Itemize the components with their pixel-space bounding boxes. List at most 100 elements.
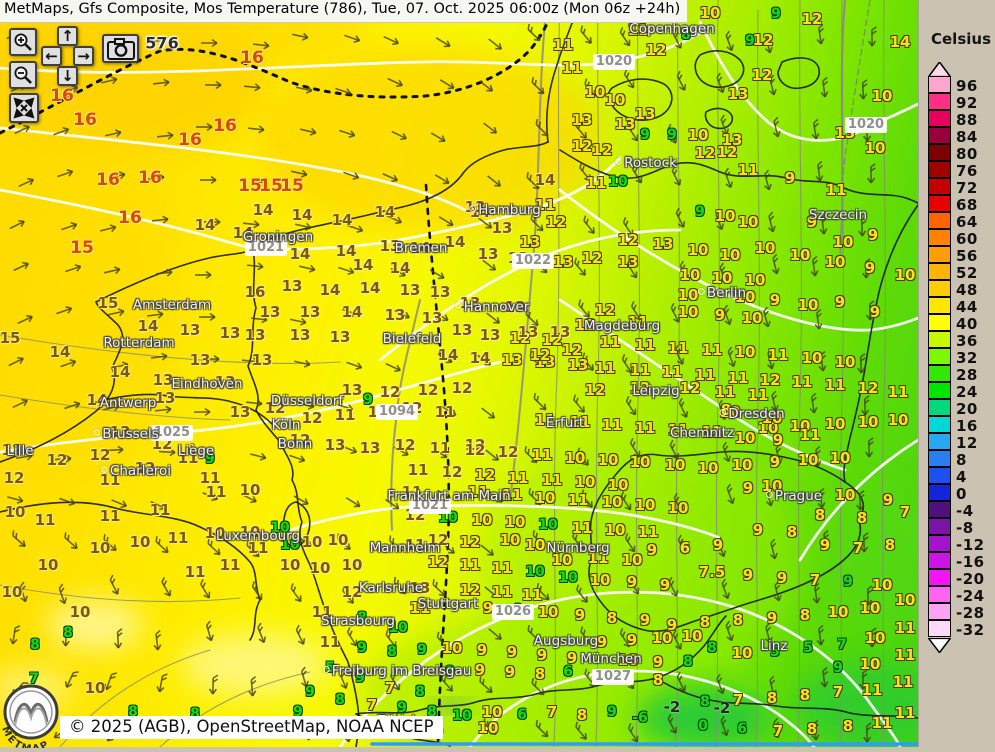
temp-label: 14 xyxy=(233,224,254,242)
temp-label: 13 xyxy=(385,306,406,324)
temp-label: 12 xyxy=(290,431,311,449)
temp-label: 11 xyxy=(695,366,716,384)
temp-label: 13 xyxy=(220,324,241,342)
city-label: Charleroi xyxy=(101,463,171,479)
temp-label: 8 xyxy=(843,717,853,735)
control-snapshot-button[interactable] xyxy=(102,34,139,63)
temp-label: 8 xyxy=(857,509,867,527)
temp-label: 11 xyxy=(638,523,659,541)
temp-label: 8 xyxy=(767,689,777,707)
temp-label: 11 xyxy=(893,673,914,691)
wind-arrow xyxy=(383,497,400,512)
temp-label: 15 xyxy=(98,294,119,312)
temp-label: 12 xyxy=(546,213,567,231)
wind-arrow xyxy=(17,177,34,190)
wind-arrow xyxy=(810,119,821,139)
temp-label: 7 xyxy=(547,703,557,721)
city-label: Hannover xyxy=(455,299,530,315)
wind-arrow xyxy=(385,213,402,226)
temp-label: 12 xyxy=(585,381,606,399)
wind-arrow xyxy=(106,575,122,595)
temp-label: 10 xyxy=(745,271,766,289)
legend-row: -8 xyxy=(928,519,995,536)
city-label: Eindhoven xyxy=(171,376,242,392)
city-label: Liège xyxy=(178,443,214,459)
wind-arrow xyxy=(524,625,543,644)
wind-arrow xyxy=(772,444,784,464)
temp-label: 13 xyxy=(290,326,311,344)
wind-arrow xyxy=(16,452,33,461)
wind-arrow xyxy=(10,625,20,645)
temp-label: 11 xyxy=(100,471,121,489)
legend-value-label: 8 xyxy=(956,451,967,469)
wind-arrow xyxy=(578,353,596,373)
wind-arrow xyxy=(390,128,407,141)
wind-arrow xyxy=(861,396,870,415)
control-fullscreen-button[interactable] xyxy=(9,93,39,123)
wind-arrow xyxy=(576,627,594,647)
pan-up-arrow-button[interactable]: ↑ xyxy=(57,26,78,46)
legend-row: -20 xyxy=(928,570,995,587)
wind-arrow xyxy=(667,303,683,323)
control-zoom-out-button[interactable] xyxy=(9,61,37,89)
legend-color-swatch xyxy=(928,127,951,144)
legend-row: 8 xyxy=(928,451,995,468)
temp-label: 11 xyxy=(430,439,451,457)
temp-label: 10 xyxy=(452,708,471,724)
control-zoom-in-button[interactable] xyxy=(9,28,37,56)
legend-row: 88 xyxy=(928,111,995,128)
temp-label: 12 xyxy=(646,41,667,59)
wind-arrow xyxy=(156,269,173,277)
temp-label: 14 xyxy=(290,245,311,263)
wind-arrow xyxy=(56,168,73,180)
wind-arrow xyxy=(205,82,221,89)
temp-label: 9 xyxy=(715,306,725,324)
wind-arrow xyxy=(818,214,828,234)
temp-label: 11 xyxy=(408,461,429,479)
wind-arrow xyxy=(479,542,496,557)
temp-label: 14 xyxy=(253,201,274,219)
wind-arrow xyxy=(340,443,357,455)
pan-left-arrow-button[interactable]: ← xyxy=(41,46,62,66)
temp-label: 5 xyxy=(325,660,335,676)
temp-label: 11 xyxy=(792,373,813,391)
legend-value-label: 76 xyxy=(956,162,978,180)
wind-arrow xyxy=(294,221,311,231)
temp-label: 12 xyxy=(680,379,701,397)
wind-arrow xyxy=(766,676,778,696)
temp-label: 12 xyxy=(402,399,423,417)
wind-arrow xyxy=(156,673,167,693)
temp-label: 11 xyxy=(702,423,723,441)
pan-down-arrow-button[interactable]: ↓ xyxy=(57,66,78,86)
temp-label: 10 xyxy=(605,91,626,109)
legend-value-label: 96 xyxy=(956,77,978,95)
temp-label: 10 xyxy=(342,556,363,574)
wind-arrow xyxy=(771,581,783,601)
temp-label: 12 xyxy=(368,403,389,421)
temp-label: 11 xyxy=(535,196,556,214)
pan-right-arrow-button[interactable]: → xyxy=(73,46,94,66)
isobar-label: 1094 xyxy=(376,404,418,420)
city-label: Düsseldorf xyxy=(271,393,343,409)
wind-arrow xyxy=(866,301,874,320)
temp-label: 13 xyxy=(480,326,501,344)
temp-label: 11 xyxy=(572,519,593,537)
temp-label: 10 xyxy=(438,510,457,526)
legend-row: 28 xyxy=(928,366,995,383)
wind-arrow xyxy=(767,539,779,559)
temp-label: 10 xyxy=(790,417,811,435)
temp-label: 14 xyxy=(410,239,431,257)
wind-arrow xyxy=(856,491,865,510)
wind-arrow xyxy=(764,349,776,369)
wind-arrow xyxy=(13,124,30,137)
temp-label: 10 xyxy=(500,531,521,549)
wind-arrow xyxy=(712,210,726,231)
temp-label: 9 xyxy=(507,643,517,661)
temp-label: 13 xyxy=(520,233,541,251)
legend-row: -24 xyxy=(928,587,995,604)
temp-label: 13 xyxy=(325,436,346,454)
temp-label: 13 xyxy=(300,303,321,321)
legend-color-swatch xyxy=(928,93,951,110)
